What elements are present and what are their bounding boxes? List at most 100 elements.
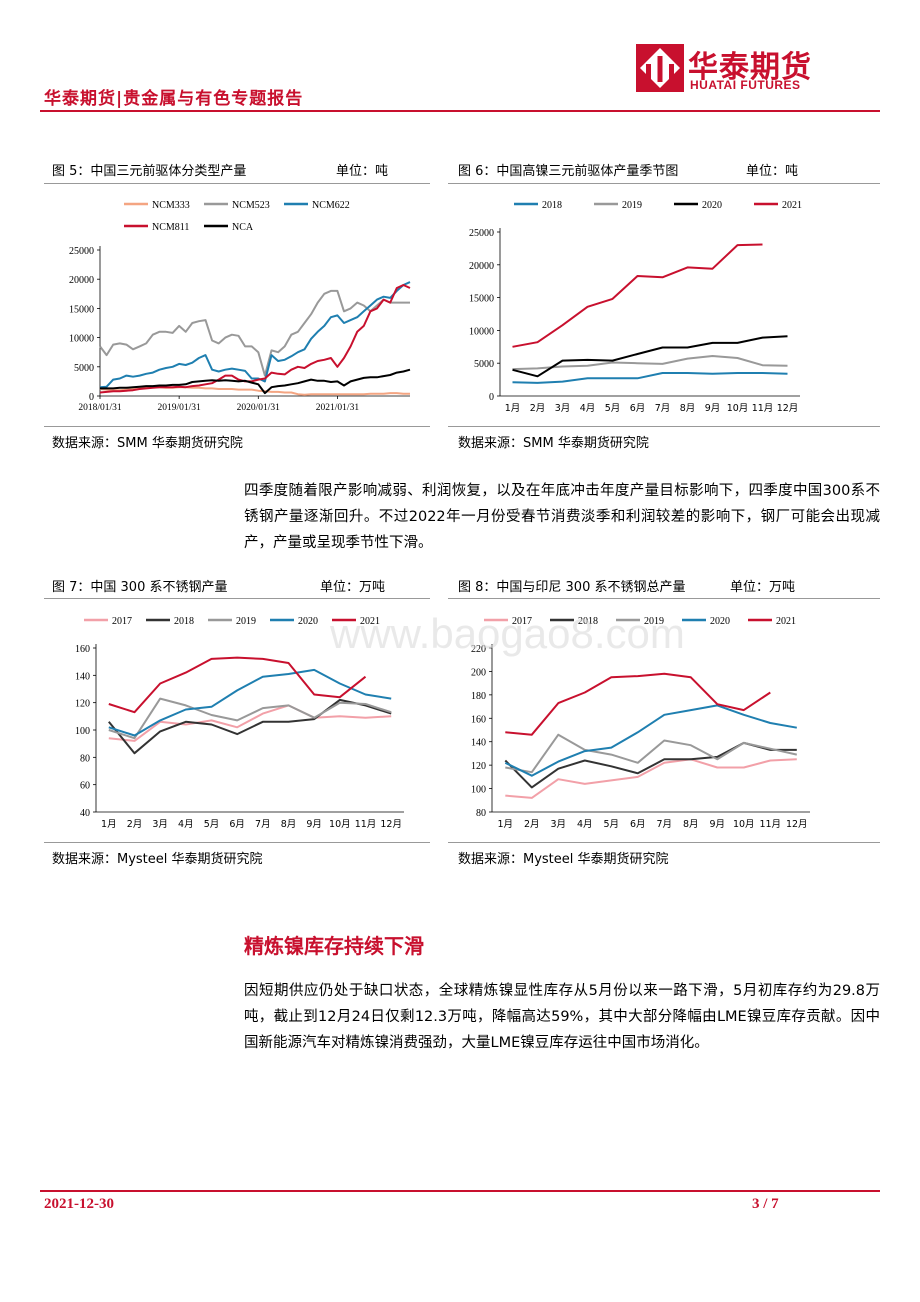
x-tick-label: 12月 [380, 819, 402, 830]
x-tick-label: 3月 [550, 819, 566, 830]
x-tick-label: 11月 [759, 819, 781, 830]
figure-7-bottom-rule [44, 842, 430, 843]
watermark: www.baogao8.com [330, 610, 685, 657]
figure-8-chart: 2017 2018 2019 2020 2021 80 100 120 140 160 180 200… [471, 616, 810, 830]
footer-page-number: 3 / 7 [752, 1196, 779, 1212]
y-tick-label: 140 [471, 738, 486, 749]
figure-5-chart: NCM333 NCM523 NCM622 NCM811 NCA 0 5000 10000 150… [69, 200, 411, 413]
legend-label-2021: 2021 [776, 616, 796, 627]
figure-5-bottom-rule [44, 426, 430, 427]
y-tick-label: 60 [80, 781, 90, 792]
series-line-2019 [108, 697, 392, 740]
legend-label-2020: 2020 [298, 616, 318, 627]
series-line-2020 [504, 704, 797, 777]
x-tick-label: 9月 [705, 403, 721, 414]
x-tick-label: 10月 [733, 819, 755, 830]
x-tick-label: 11月 [752, 403, 774, 414]
series-line-2019 [512, 355, 788, 371]
x-tick-label: 2月 [530, 403, 546, 414]
legend-label-NCM333: NCM333 [152, 200, 190, 211]
series-line-2021 [505, 672, 771, 736]
series-line-2018 [108, 698, 392, 755]
x-tick-label: 5月 [603, 819, 619, 830]
figure-8-bottom-rule [448, 842, 880, 843]
legend-label-2019: 2019 [644, 616, 664, 627]
x-tick-label: 12月 [777, 403, 799, 414]
x-tick-label: 5月 [204, 819, 220, 830]
x-tick-label: 4月 [580, 403, 596, 414]
y-tick-label: 140 [75, 671, 90, 682]
x-tick-label: 2021/01/31 [316, 403, 360, 413]
figure-5-title: 图 5：中国三元前驱体分类型产量 [52, 164, 247, 179]
figure-5-unit: 单位：吨 [336, 164, 389, 179]
series-line-2020 [108, 668, 392, 737]
x-tick-label: 2月 [127, 819, 143, 830]
legend-label-2021: 2021 [360, 616, 380, 627]
series-line-2017 [108, 704, 392, 742]
figure-8-unit: 单位：万吨 [730, 580, 796, 595]
x-tick-label: 1月 [101, 819, 117, 830]
y-tick-label: 180 [471, 691, 486, 702]
x-tick-label: 9月 [709, 819, 725, 830]
x-tick-label: 3月 [152, 819, 168, 830]
x-tick-label: 3月 [555, 403, 571, 414]
figure-6-chart: 2018 2019 2020 2021 0 5000 10000 15000 20000 2500… [469, 200, 802, 414]
x-tick-label: 9月 [306, 819, 322, 830]
legend-label-2020: 2020 [710, 616, 730, 627]
y-tick-label: 10000 [69, 334, 94, 345]
y-tick-label: 0 [89, 392, 94, 403]
x-tick-label: 8月 [680, 403, 696, 414]
series-line-2017 [505, 758, 797, 799]
series-line-2018 [512, 372, 788, 384]
legend-label-NCM811: NCM811 [152, 222, 189, 233]
footer-date: 2021-12-30 [44, 1196, 114, 1212]
figure-6-rule [448, 183, 880, 184]
x-tick-label: 2019/01/31 [158, 403, 202, 413]
figure-8-rule [448, 598, 880, 599]
legend-label-NCA: NCA [232, 222, 254, 233]
figure-7-unit: 单位：万吨 [320, 580, 386, 595]
x-tick-label: 11月 [355, 819, 377, 830]
x-tick-label: 5月 [605, 403, 621, 414]
x-tick-label: 10月 [727, 403, 749, 414]
x-tick-label: 1月 [505, 403, 521, 414]
figure-7-source: 数据来源：Mysteel 华泰期货研究院 [52, 852, 263, 867]
y-tick-label: 120 [75, 699, 90, 710]
y-tick-label: 160 [75, 644, 90, 655]
x-tick-label: 1月 [497, 819, 513, 830]
logo-mark-icon [636, 44, 684, 92]
x-tick-label: 4月 [577, 819, 593, 830]
series-line-NCM811 [99, 284, 411, 394]
figure-6-unit: 单位：吨 [746, 164, 799, 179]
company-logo [636, 44, 684, 92]
legend-label-NCM622: NCM622 [312, 200, 350, 211]
y-tick-label: 160 [471, 714, 486, 725]
figure-8-title: 图 8：中国与印尼 300 系不锈钢总产量 [458, 580, 686, 595]
section-title: 精炼镍库存持续下滑 [244, 934, 424, 958]
y-tick-label: 25000 [469, 228, 494, 239]
y-tick-label: 220 [471, 644, 486, 655]
y-tick-label: 200 [471, 667, 486, 678]
series-line-NCA [100, 368, 411, 395]
legend-label-2018: 2018 [578, 616, 598, 627]
y-tick-label: 5000 [74, 363, 94, 374]
legend-label-2020: 2020 [702, 200, 722, 211]
series-line-2021 [108, 656, 367, 714]
x-tick-label: 7月 [656, 819, 672, 830]
figure-6-bottom-rule [448, 426, 880, 427]
y-tick-label: 15000 [469, 294, 494, 305]
y-tick-label: 15000 [69, 304, 94, 315]
figure-6-title: 图 6：中国高镍三元前驱体产量季节图 [458, 164, 679, 179]
x-tick-label: 10月 [329, 819, 351, 830]
legend-label-NCM523: NCM523 [232, 200, 270, 211]
y-tick-label: 5000 [474, 359, 494, 370]
series-line-NCM622 [99, 281, 411, 389]
legend-label-2021: 2021 [782, 200, 802, 211]
figure-5-rule [44, 183, 430, 184]
y-tick-label: 80 [476, 808, 486, 819]
legend-label-2017: 2017 [112, 616, 132, 627]
figure-7-title: 图 7：中国 300 系不锈钢产量 [52, 580, 228, 595]
y-tick-label: 20000 [69, 275, 94, 286]
series-line-NCM523 [99, 289, 410, 377]
x-tick-label: 8月 [683, 819, 699, 830]
